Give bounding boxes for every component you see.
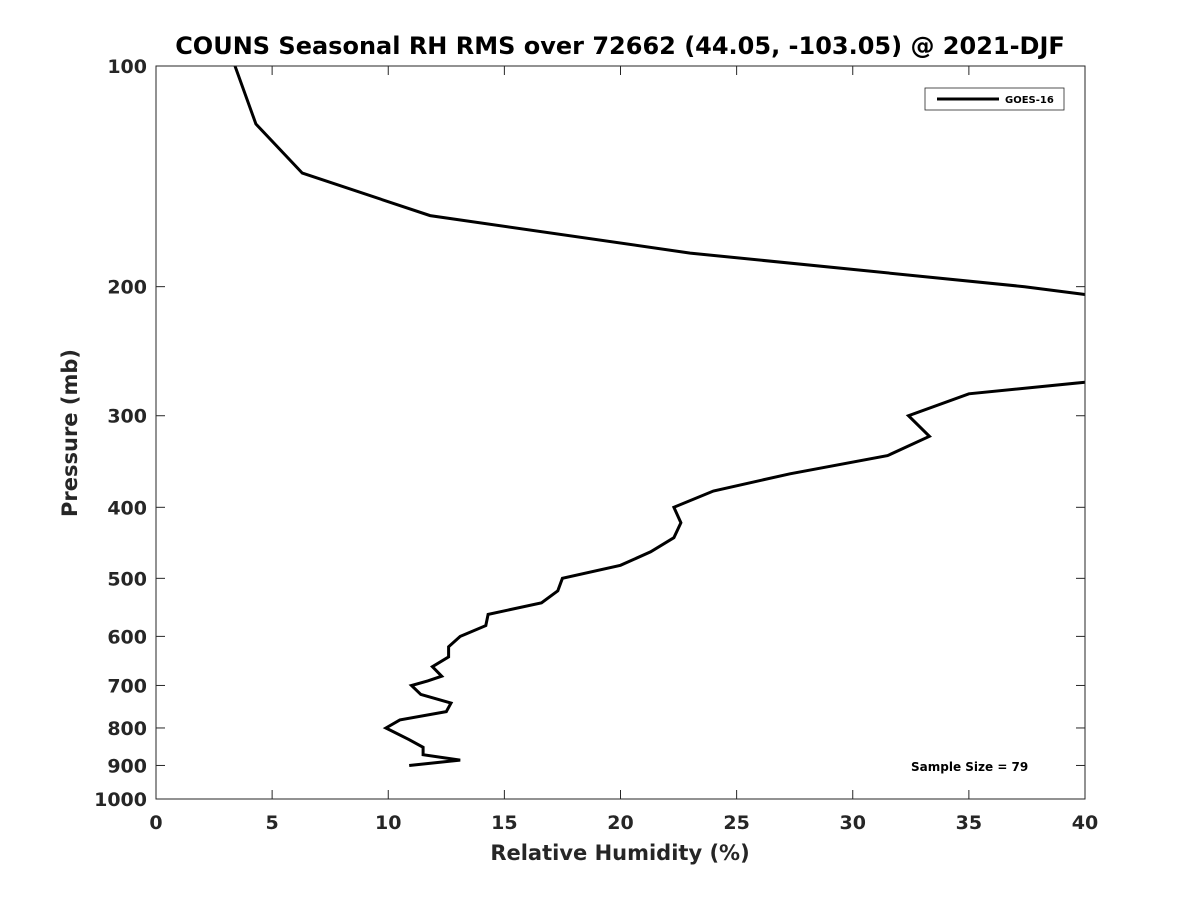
y-tick-label: 200	[107, 277, 147, 299]
y-tick-label: 100	[107, 56, 147, 78]
y-axis-label: Pressure (mb)	[58, 349, 82, 517]
x-tick-label: 30	[840, 812, 866, 834]
chart-title: COUNS Seasonal RH RMS over 72662 (44.05,…	[175, 32, 1065, 60]
x-tick-label: 40	[1072, 812, 1098, 834]
x-tick-label: 5	[266, 812, 279, 834]
y-axis: 100 200 300 400 500 600 700 800 900 1000	[94, 56, 1085, 811]
x-tick-label: 25	[723, 812, 749, 834]
y-tick-label: 400	[107, 497, 147, 519]
y-tick-label: 600	[107, 626, 147, 648]
series-layer	[233, 65, 1086, 767]
x-tick-label: 0	[149, 812, 162, 834]
x-tick-label: 20	[607, 812, 633, 834]
series-line-0-segment-1	[382, 380, 1086, 767]
series-line-0-segment-0	[233, 65, 1086, 296]
sample-size-annotation: Sample Size = 79	[911, 760, 1028, 774]
legend-label: GOES-16	[1005, 95, 1054, 106]
y-tick-label: 700	[107, 675, 147, 697]
y-tick-label: 500	[107, 568, 147, 590]
x-tick-label: 10	[375, 812, 401, 834]
y-tick-label: 1000	[94, 789, 147, 811]
x-tick-label: 15	[491, 812, 517, 834]
x-tick-label: 35	[956, 812, 982, 834]
x-axis: 0 5 10 15 20 25 30 35 40	[149, 66, 1098, 834]
y-tick-label: 800	[107, 718, 147, 740]
y-tick-label: 300	[107, 406, 147, 428]
x-axis-label: Relative Humidity (%)	[490, 841, 749, 865]
plot-area	[155, 65, 1086, 800]
y-tick-label: 900	[107, 755, 147, 777]
plot-frame	[155, 65, 1086, 800]
legend: GOES-16	[924, 87, 1065, 111]
